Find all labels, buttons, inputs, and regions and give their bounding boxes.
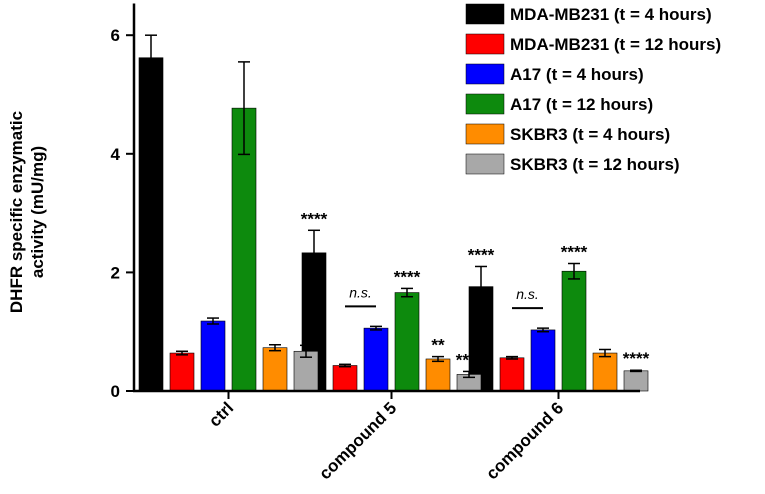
legend-swatch (465, 123, 505, 145)
legend-swatch (465, 63, 505, 85)
bar-compound-5-series-5 (425, 358, 451, 392)
bar-ctrl-series-5 (262, 347, 288, 392)
x-category-label: ctrl (205, 398, 237, 430)
bar-compound-6-series-4 (561, 270, 587, 392)
legend-label: MDA-MB231 (t = 4 hours) (510, 5, 712, 24)
bar-compound-6-series-5 (592, 352, 618, 392)
bar-compound-5-series-3 (363, 327, 389, 392)
significance-label: **** (456, 350, 483, 369)
x-category-label: compound 6 (482, 398, 567, 483)
legend-swatch (465, 3, 505, 25)
legend-swatch (465, 153, 505, 175)
legend: MDA-MB231 (t = 4 hours) MDA-MB231 (t = 12… (465, 3, 721, 175)
legend-label: A17 (t = 4 hours) (510, 65, 644, 84)
significance-label: **** (394, 267, 421, 286)
bar-compound-6-series-6 (623, 370, 649, 392)
significance-label: **** (468, 245, 495, 264)
y-tick-label: 2 (111, 263, 120, 282)
bar-ctrl-series-1 (138, 57, 164, 392)
y-tick-label: 6 (111, 26, 120, 45)
ns-label: n.s. (516, 286, 539, 302)
y-axis-label-line-2: activity (mU/mg) (28, 146, 47, 278)
bar-ctrl-series-2 (169, 352, 195, 392)
bar-ctrl-series-4 (231, 107, 257, 392)
significance-label: **** (561, 243, 588, 262)
legend-swatch (465, 33, 505, 55)
y-axis-label-line-1: DHFR specific enzymatic (7, 111, 26, 313)
y-tick-label: 0 (111, 382, 120, 401)
y-tick-label: 4 (111, 145, 121, 164)
bar-ctrl-series-3 (200, 320, 226, 392)
legend-label: SKBR3 (t = 4 hours) (510, 125, 670, 144)
bar-compound-6-series-3 (530, 329, 556, 392)
significance-label: ** (431, 336, 445, 355)
significance-label: **** (301, 209, 328, 228)
y-axis-label: DHFR specific enzymatic activity (mU/mg) (7, 111, 47, 313)
ns-label: n.s. (349, 284, 372, 300)
significance-label: **** (623, 349, 650, 368)
x-category-label: compound 5 (315, 398, 400, 483)
bar-compound-5-series-2 (332, 365, 358, 392)
legend-swatch (465, 93, 505, 115)
bar-compound-5-series-4 (394, 292, 420, 392)
legend-label: MDA-MB231 (t = 12 hours) (510, 35, 721, 54)
legend-label: A17 (t = 12 hours) (510, 95, 653, 114)
legend-label: SKBR3 (t = 12 hours) (510, 155, 680, 174)
bar-compound-6-series-2 (499, 357, 525, 392)
